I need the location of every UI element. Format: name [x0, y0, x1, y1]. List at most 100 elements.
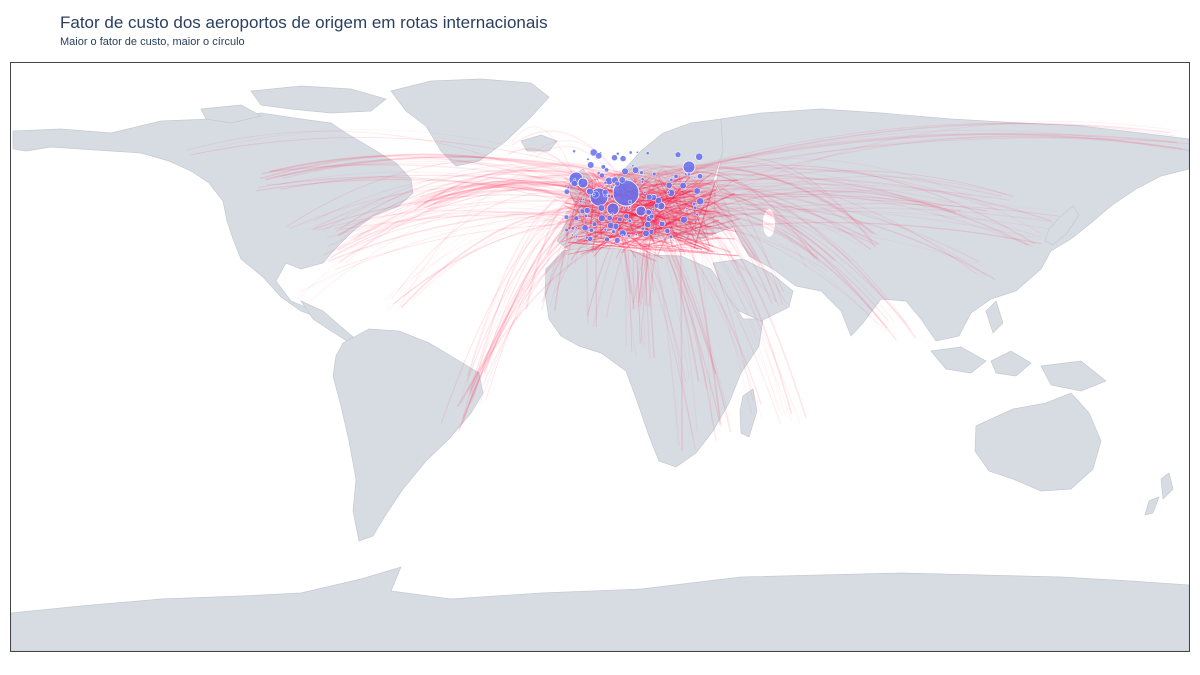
airport-marker[interactable]	[695, 152, 704, 161]
airport-marker[interactable]	[587, 161, 595, 169]
airport-marker[interactable]	[612, 179, 640, 207]
airport-marker[interactable]	[573, 178, 577, 181]
airport-marker[interactable]	[687, 172, 691, 177]
airport-marker[interactable]	[602, 189, 609, 196]
airport-marker[interactable]	[654, 196, 662, 205]
airport-marker[interactable]	[584, 235, 589, 240]
airport-marker[interactable]	[643, 190, 647, 194]
airport-marker[interactable]	[595, 152, 603, 160]
airport-marker[interactable]	[573, 215, 579, 222]
airport-marker[interactable]	[566, 185, 571, 190]
airport-marker[interactable]	[577, 177, 589, 189]
airport-marker[interactable]	[696, 197, 705, 206]
airport-marker[interactable]	[680, 216, 688, 224]
airport-marker[interactable]	[624, 219, 627, 222]
airport-marker[interactable]	[607, 221, 615, 230]
airport-marker[interactable]	[586, 187, 594, 196]
airport-marker[interactable]	[570, 226, 575, 231]
airport-marker[interactable]	[622, 206, 626, 210]
airport-marker[interactable]	[595, 178, 599, 181]
airport-marker[interactable]	[666, 190, 671, 195]
airport-marker[interactable]	[581, 224, 589, 232]
airport-marker[interactable]	[610, 185, 614, 189]
airport-marker[interactable]	[644, 197, 648, 201]
airport-marker[interactable]	[648, 229, 655, 235]
airport-marker[interactable]	[652, 171, 657, 177]
airport-marker[interactable]	[621, 167, 629, 175]
airport-marker[interactable]	[674, 151, 682, 158]
airport-marker[interactable]	[623, 213, 630, 220]
airport-marker[interactable]	[644, 221, 652, 229]
airport-marker[interactable]	[611, 212, 615, 216]
airport-marker[interactable]	[685, 207, 689, 211]
airport-marker[interactable]	[645, 209, 652, 216]
airport-marker[interactable]	[583, 213, 588, 218]
airport-marker[interactable]	[673, 174, 679, 179]
airport-marker[interactable]	[679, 182, 687, 190]
airport-marker[interactable]	[571, 180, 578, 187]
airport-marker[interactable]	[668, 234, 674, 239]
airport-marker[interactable]	[627, 218, 632, 223]
airport-marker[interactable]	[574, 226, 578, 230]
airport-marker[interactable]	[604, 236, 610, 243]
airport-marker[interactable]	[604, 167, 609, 173]
airport-marker[interactable]	[592, 192, 596, 196]
world-map[interactable]	[10, 62, 1190, 652]
airport-marker[interactable]	[646, 193, 653, 201]
airport-marker[interactable]	[653, 203, 660, 209]
airport-marker[interactable]	[645, 151, 650, 156]
airport-marker[interactable]	[583, 207, 591, 214]
airport-marker[interactable]	[665, 181, 673, 189]
airport-marker[interactable]	[563, 214, 570, 220]
airport-marker[interactable]	[632, 166, 640, 174]
airport-marker[interactable]	[599, 172, 605, 179]
airport-marker[interactable]	[651, 208, 655, 212]
airport-marker[interactable]	[639, 170, 644, 175]
airport-marker[interactable]	[598, 214, 606, 222]
airport-marker[interactable]	[695, 212, 699, 217]
airport-marker[interactable]	[664, 228, 671, 234]
airport-marker[interactable]	[578, 199, 583, 204]
airport-marker[interactable]	[597, 204, 605, 212]
airport-marker[interactable]	[591, 221, 598, 227]
airport-marker[interactable]	[614, 180, 620, 187]
airport-marker[interactable]	[682, 160, 696, 174]
airport-marker[interactable]	[582, 197, 585, 201]
airport-marker[interactable]	[620, 233, 625, 237]
airport-marker[interactable]	[589, 148, 598, 157]
airport-marker[interactable]	[586, 157, 590, 161]
airport-marker[interactable]	[636, 150, 639, 154]
airport-marker[interactable]	[669, 177, 674, 182]
airport-marker[interactable]	[617, 216, 623, 223]
airport-marker[interactable]	[564, 227, 569, 233]
airport-marker[interactable]	[649, 213, 655, 220]
airport-marker[interactable]	[575, 235, 578, 239]
airport-marker[interactable]	[607, 193, 612, 198]
airport-marker[interactable]	[658, 220, 666, 228]
airport-marker[interactable]	[640, 226, 645, 231]
airport-marker[interactable]	[683, 172, 688, 176]
airport-marker[interactable]	[693, 176, 697, 180]
airport-marker[interactable]	[693, 205, 698, 210]
airport-marker[interactable]	[606, 215, 613, 222]
airport-marker[interactable]	[627, 234, 632, 238]
airport-marker[interactable]	[596, 171, 601, 175]
airport-marker[interactable]	[611, 154, 618, 161]
airport-marker[interactable]	[603, 180, 608, 185]
airport-marker[interactable]	[563, 188, 570, 195]
airport-marker[interactable]	[627, 199, 633, 204]
airport-marker[interactable]	[600, 164, 606, 170]
airport-marker[interactable]	[619, 155, 627, 162]
airport-marker[interactable]	[572, 149, 576, 154]
airport-marker[interactable]	[628, 150, 633, 155]
airport-marker[interactable]	[628, 205, 631, 209]
airport-marker[interactable]	[642, 229, 650, 237]
airport-marker[interactable]	[635, 205, 647, 217]
airport-marker[interactable]	[618, 176, 626, 184]
airport-marker[interactable]	[691, 201, 697, 207]
airport-marker[interactable]	[603, 227, 608, 232]
airport-marker[interactable]	[631, 164, 635, 168]
airport-marker[interactable]	[616, 151, 620, 156]
airport-marker[interactable]	[614, 237, 621, 244]
airport-marker[interactable]	[697, 173, 703, 180]
